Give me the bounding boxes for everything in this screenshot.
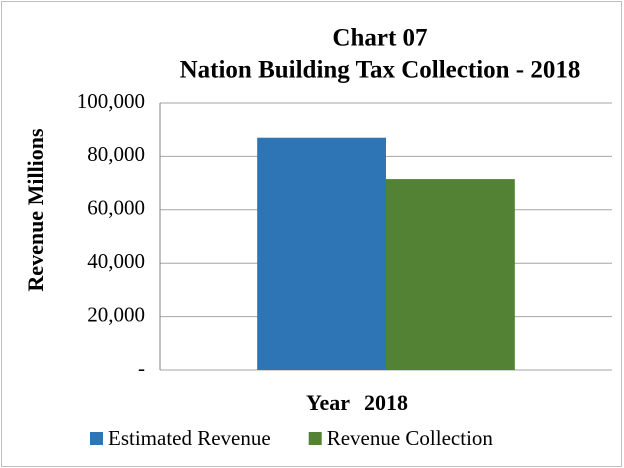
chart-title: Chart 07 <box>332 25 427 52</box>
legend-label: Revenue Collection <box>327 426 494 450</box>
x-axis-label: Year <box>306 390 350 415</box>
legend-swatch <box>90 432 103 445</box>
y-tick-label: 60,000 <box>87 196 145 220</box>
y-tick-label: 40,000 <box>87 249 145 273</box>
y-tick-label: 20,000 <box>87 302 145 326</box>
bar <box>386 179 515 370</box>
x-tick-label: 2018 <box>364 390 408 415</box>
y-tick-label: - <box>138 356 145 380</box>
y-tick-label: 80,000 <box>87 142 145 166</box>
legend-swatch <box>308 432 322 445</box>
legend-label: Estimated Revenue <box>108 426 271 450</box>
bar <box>257 137 386 370</box>
y-tick-label: 100,000 <box>77 89 145 113</box>
y-axis-label: Revenue Millions <box>23 128 48 292</box>
chart-subtitle: Nation Building Tax Collection - 2018 <box>180 57 581 84</box>
